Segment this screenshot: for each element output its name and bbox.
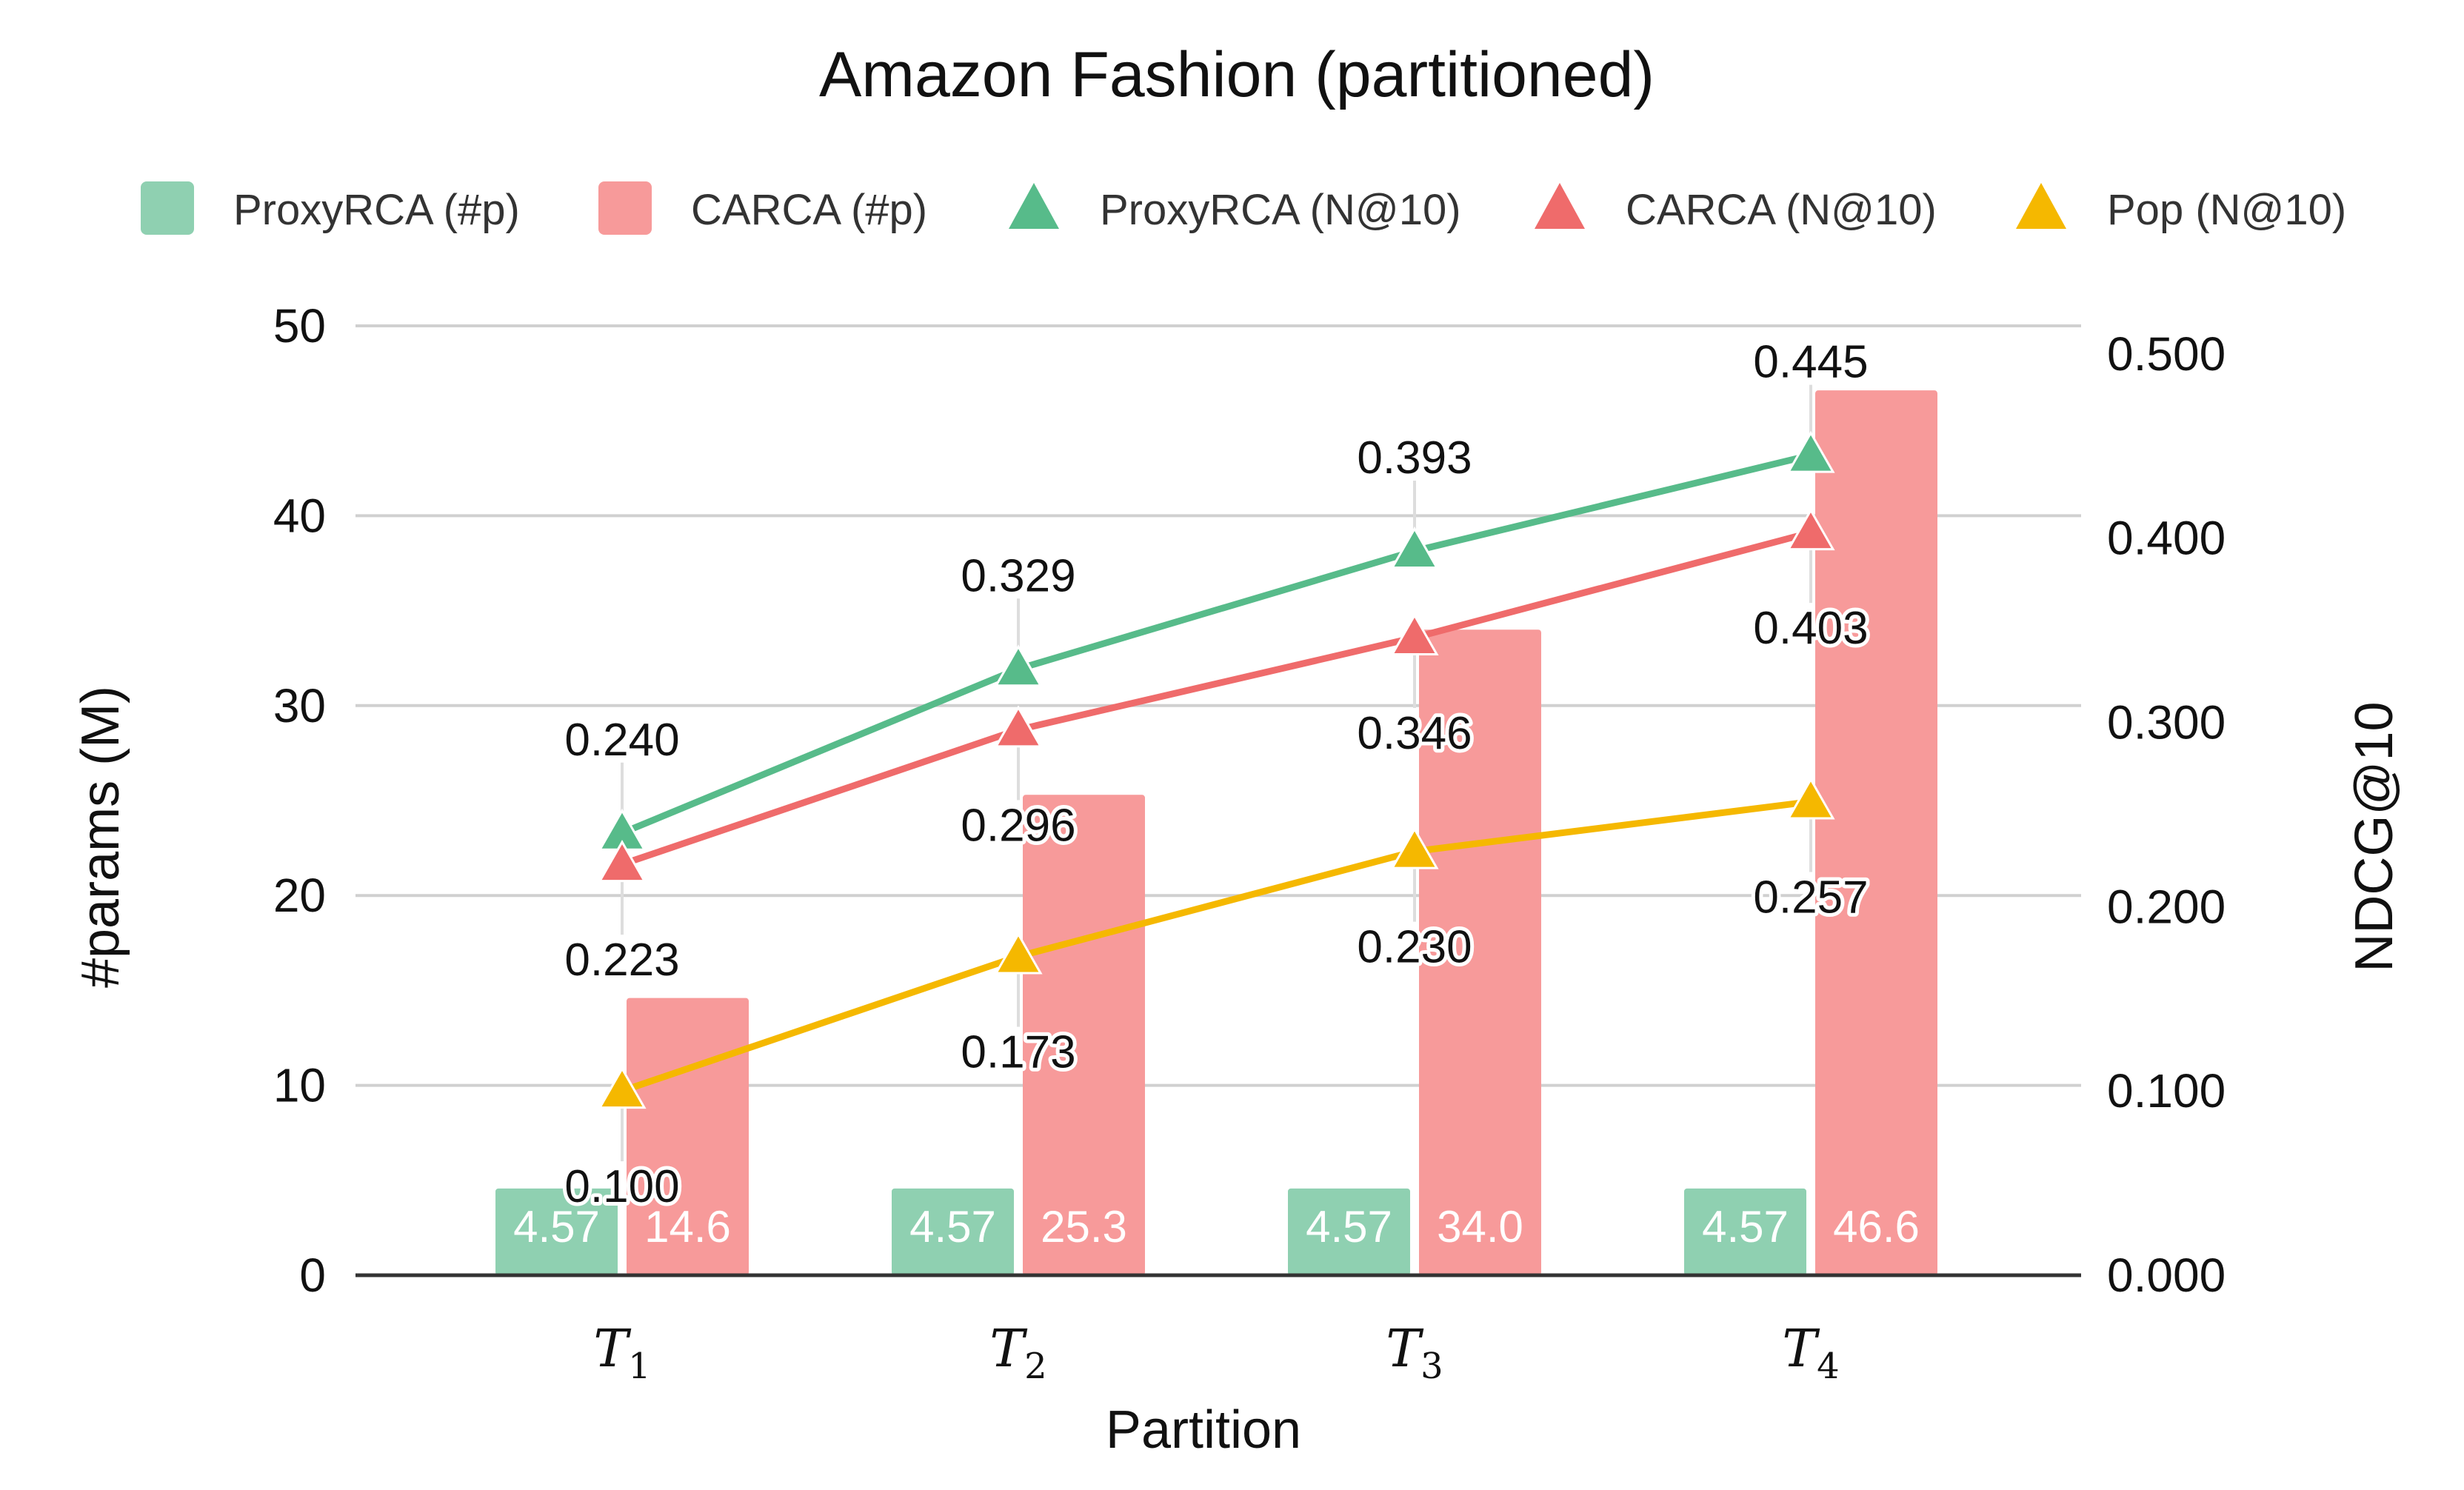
bar [1288,1188,1410,1275]
bar-value-label: 46.6 [1833,1202,1920,1252]
series-marker [1786,508,1835,551]
series-marker [1390,612,1439,655]
y-right-tick-label: 0.300 [2107,695,2226,749]
series-marker [1390,826,1439,869]
y-left-tick-label: 50 [273,299,326,353]
bar-value-label: 34.0 [1437,1202,1523,1252]
point-value-label: 0.445 [1753,337,1868,388]
y-left-tick-label: 0 [299,1249,326,1302]
bar [495,1188,618,1275]
y-left-tick-label: 20 [273,869,326,922]
point-value-label: 0.346 [1357,708,1472,759]
series-marker [598,840,647,883]
point-value-label: 0.223 [564,935,679,986]
bars [495,390,1937,1275]
series-line [621,798,1812,1095]
x-tick-label: T1 [593,1318,650,1387]
point-value-label: 0.173 [961,1026,1075,1078]
series-marker [598,1066,647,1109]
legend-label: ProxyRCA (N@10) [1100,186,1461,234]
data-labels: 4.57 4.57 4.57 4.57 14.6 25.3 34.0 46.6 0.240 0.3… [513,333,1920,1252]
legend-label: Pop (N@10) [2107,186,2346,234]
legend-swatch [598,181,652,235]
legend-marker [1535,183,1585,229]
bar [1815,390,1937,1275]
bar-value-label: 4.57 [1702,1202,1789,1252]
point-value-label: 0.403 [1753,603,1868,654]
y-left-tick-label: 10 [273,1059,326,1112]
point-value-label: 0.100 [564,1161,679,1212]
bar-value-label: 4.57 [909,1202,996,1252]
bar [1023,795,1145,1275]
legend-label: CARCA (#p) [691,186,927,234]
series-marker [1786,777,1835,820]
legend-marker [1009,183,1059,229]
series-marker [994,932,1043,975]
y-axis-left-label: #params (M) [71,686,130,988]
legend-label: ProxyRCA (#p) [233,186,520,234]
y-right-tick-label: 0.200 [2107,880,2226,933]
series-line [621,452,1812,836]
point-value-label: 0.240 [564,715,679,766]
y-axis-right-label: NDCG@10 [2345,701,2404,972]
bar [627,998,749,1275]
legend-marker [2016,183,2066,229]
series-marker [1786,430,1835,473]
point-value-label: 0.329 [961,550,1075,601]
bar [1684,1188,1806,1275]
series-lines [598,430,1835,1109]
y-right-tick-label: 0.500 [2107,327,2226,381]
point-value-label: 0.230 [1357,922,1472,973]
point-value-label: 0.257 [1753,872,1868,923]
x-tick-label: T2 [989,1318,1046,1387]
x-axis-label: Partition [1106,1400,1301,1460]
series-marker [994,644,1043,687]
legend-label: CARCA (N@10) [1626,186,1937,234]
bar-value-label: 14.6 [644,1202,731,1252]
y-right-tick-label: 0.100 [2107,1064,2226,1118]
series-marker [1390,527,1439,569]
bar-value-label: 4.57 [513,1202,600,1252]
bar [892,1188,1014,1275]
point-value-label: 0.393 [1357,432,1472,484]
legend-swatch [141,181,194,235]
y-left-tick-label: 40 [273,489,326,542]
point-value-label: 0.296 [961,800,1075,851]
series-marker [994,705,1043,748]
axes: 0 10 20 30 40 50 0.000 0.100 0.200 0.300 0.400 0.50… [273,299,2226,1387]
y-right-tick-label: 0.400 [2107,512,2226,565]
x-tick-label: T4 [1782,1318,1839,1387]
y-left-tick-label: 30 [273,679,326,732]
y-right-tick-label: 0.000 [2107,1249,2226,1302]
legend: ProxyRCA (#p) CARCA (#p) ProxyRCA (N@10) CA… [141,181,2346,235]
series-line [621,529,1812,868]
x-tick-label: T3 [1386,1318,1443,1387]
bar-value-label: 4.57 [1306,1202,1392,1252]
bar [1419,629,1541,1275]
bar-value-label: 25.3 [1041,1202,1127,1252]
chart-title: Amazon Fashion (partitioned) [819,39,1655,110]
